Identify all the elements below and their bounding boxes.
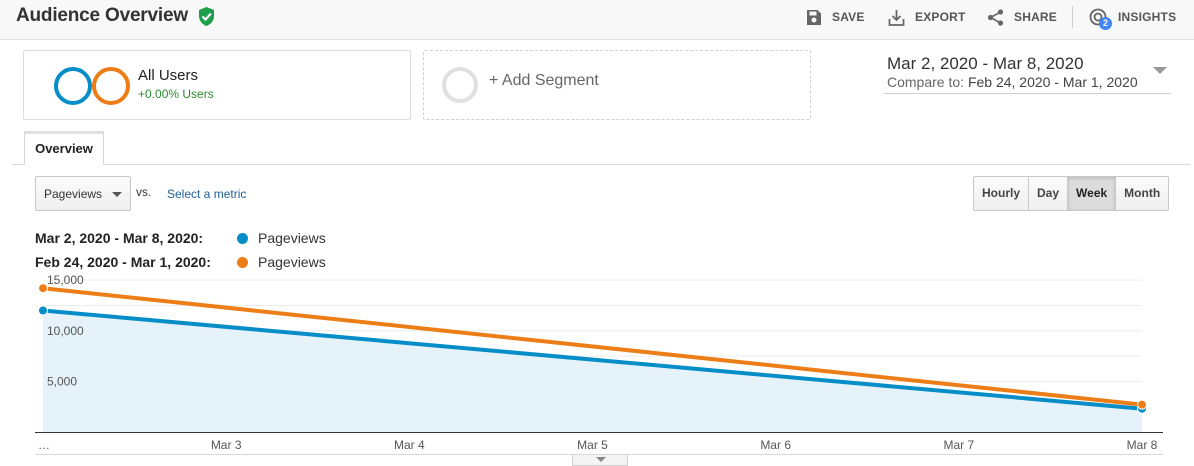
segment-ring-blue-icon — [54, 67, 92, 105]
export-button[interactable]: EXPORT — [888, 6, 966, 28]
chevron-down-icon — [1153, 67, 1167, 74]
series-line-current — [42, 308, 1143, 411]
share-button[interactable]: SHARE — [987, 6, 1057, 28]
header-divider — [1072, 6, 1073, 28]
y-tick-label: 5,000 — [47, 374, 77, 388]
date-range-compare: Compare to: Feb 24, 2020 - Mar 1, 2020 — [887, 74, 1138, 90]
select-metric-link[interactable]: Select a metric — [167, 187, 247, 201]
chart-collapse-handle[interactable] — [572, 455, 628, 466]
granularity-toggle: Hourly Day Week Month — [973, 176, 1170, 211]
add-segment-label: + Add Segment — [489, 72, 599, 89]
compare-prefix: Compare to: — [887, 74, 965, 90]
x-tick-label: Mar 7 — [943, 438, 974, 452]
granularity-hourly-button[interactable]: Hourly — [974, 177, 1030, 210]
date-range-picker[interactable]: Mar 2, 2020 - Mar 8, 2020 Compare to: Fe… — [884, 52, 1171, 94]
series-area-current — [43, 310, 1142, 432]
chevron-down-icon — [112, 192, 122, 197]
page-title: Audience Overview — [16, 5, 188, 26]
date-range-main: Mar 2, 2020 - Mar 8, 2020 — [887, 54, 1084, 73]
data-point-compare — [1137, 399, 1147, 410]
insights-label: INSIGHTS — [1118, 10, 1177, 24]
verified-shield-icon — [199, 7, 214, 26]
x-tick-label: Mar 3 — [211, 438, 242, 452]
share-label: SHARE — [1014, 10, 1058, 24]
legend-date-compare: Feb 24, 2020 - Mar 1, 2020: — [35, 254, 211, 270]
insights-badge: 2 — [1099, 17, 1112, 30]
x-tick-label: … — [38, 438, 50, 452]
segment-name: All Users — [138, 67, 199, 84]
share-icon — [987, 8, 1004, 26]
data-point-compare — [38, 283, 48, 294]
metric-dropdown[interactable]: Pageviews — [35, 176, 131, 211]
x-tick-label: Mar 6 — [760, 438, 791, 452]
vs-label: vs. — [136, 185, 152, 199]
granularity-month-button[interactable]: Month — [1116, 177, 1169, 210]
save-icon — [807, 9, 821, 25]
export-label: EXPORT — [915, 10, 966, 24]
insights-icon — [1089, 8, 1107, 25]
y-tick-label: 15,000 — [47, 273, 84, 287]
download-icon — [888, 9, 905, 26]
x-tick-label: Mar 4 — [394, 438, 425, 452]
segment-change: +0.00% Users — [138, 87, 214, 101]
add-segment-button[interactable]: + Add Segment — [423, 50, 811, 120]
x-tick-label: Mar 5 — [577, 438, 608, 452]
x-tick-label: Mar 8 — [1127, 438, 1158, 452]
insights-button[interactable]: INSIGHTS — [1089, 6, 1176, 28]
segment-card-all-users[interactable]: All Users +0.00% Users — [23, 50, 411, 120]
legend-row-current: Mar 2, 2020 - Mar 8, 2020: Pageviews — [35, 229, 326, 247]
metric-dropdown-value: Pageviews — [44, 187, 103, 201]
chevron-down-icon — [596, 457, 606, 462]
legend-series-compare: Pageviews — [258, 254, 326, 270]
tab-overview[interactable]: Overview — [24, 131, 104, 165]
legend-series-current: Pageviews — [258, 230, 326, 246]
pageviews-line-chart: 15,000 10,000 5,000 … Mar 3 Mar 4 Mar 5 Mar 6 Ma… — [35, 273, 1163, 452]
save-button[interactable]: SAVE — [805, 6, 865, 28]
report-header: Audience Overview SAVE EXPORT SHARE — [0, 0, 1194, 40]
chart-bottom-divider — [35, 454, 1163, 455]
compare-range: Feb 24, 2020 - Mar 1, 2020 — [967, 74, 1138, 90]
segment-ring-orange-icon — [92, 67, 130, 105]
y-tick-label: 10,000 — [47, 324, 84, 338]
legend-date-current: Mar 2, 2020 - Mar 8, 2020: — [35, 230, 204, 246]
granularity-day-button[interactable]: Day — [1029, 177, 1069, 210]
add-segment-ring-icon — [442, 67, 478, 103]
tab-divider — [12, 164, 1190, 165]
data-point-current — [38, 305, 48, 316]
legend-dot-blue-icon — [237, 232, 248, 244]
legend-dot-orange-icon — [237, 256, 248, 268]
legend-row-compare: Feb 24, 2020 - Mar 1, 2020: Pageviews — [35, 253, 326, 271]
save-label: SAVE — [832, 10, 865, 24]
granularity-week-button[interactable]: Week — [1068, 177, 1117, 210]
series-line-compare — [42, 286, 1143, 407]
